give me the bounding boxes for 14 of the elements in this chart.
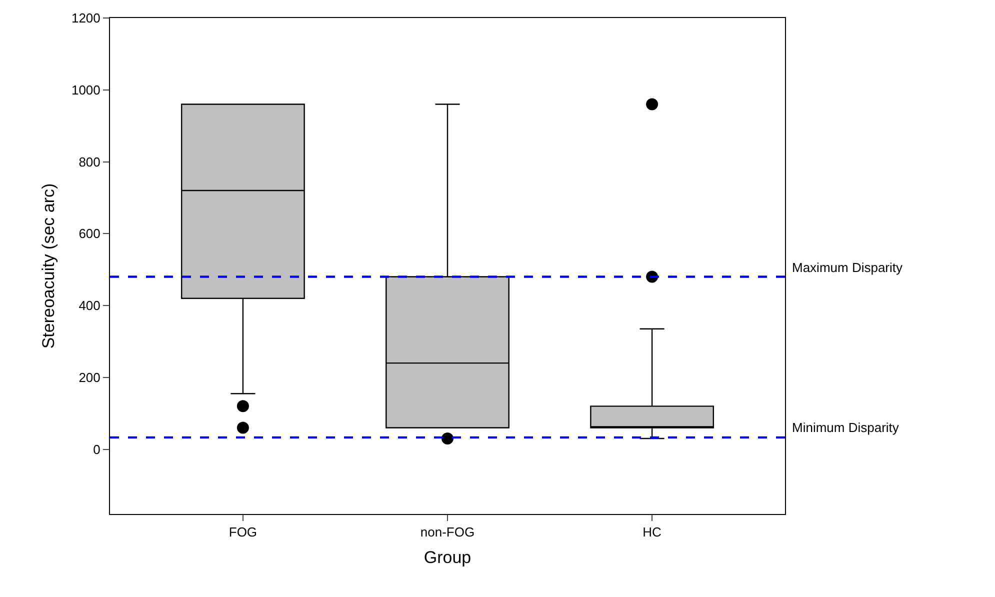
y-tick-label: 0 [93, 442, 100, 457]
x-axis-title: Group [424, 548, 472, 567]
y-tick-label: 1200 [71, 10, 100, 26]
x-tick-label: FOG [228, 524, 258, 540]
ref-line-label: Maximum Disparity [792, 260, 904, 275]
y-tick-label: 800 [78, 154, 100, 170]
y-tick-label: 200 [78, 370, 100, 385]
x-tick-label: HC [642, 524, 662, 540]
ref-line-label: Minimum Disparity [792, 420, 900, 435]
y-tick-label: 1000 [71, 82, 100, 98]
y-tick-label: 600 [78, 226, 100, 242]
y-axis-title: Stereoacuity (sec arc) [39, 183, 58, 349]
y-tick-label: 400 [78, 298, 100, 314]
x-tick-label: non-FOG [420, 524, 475, 540]
